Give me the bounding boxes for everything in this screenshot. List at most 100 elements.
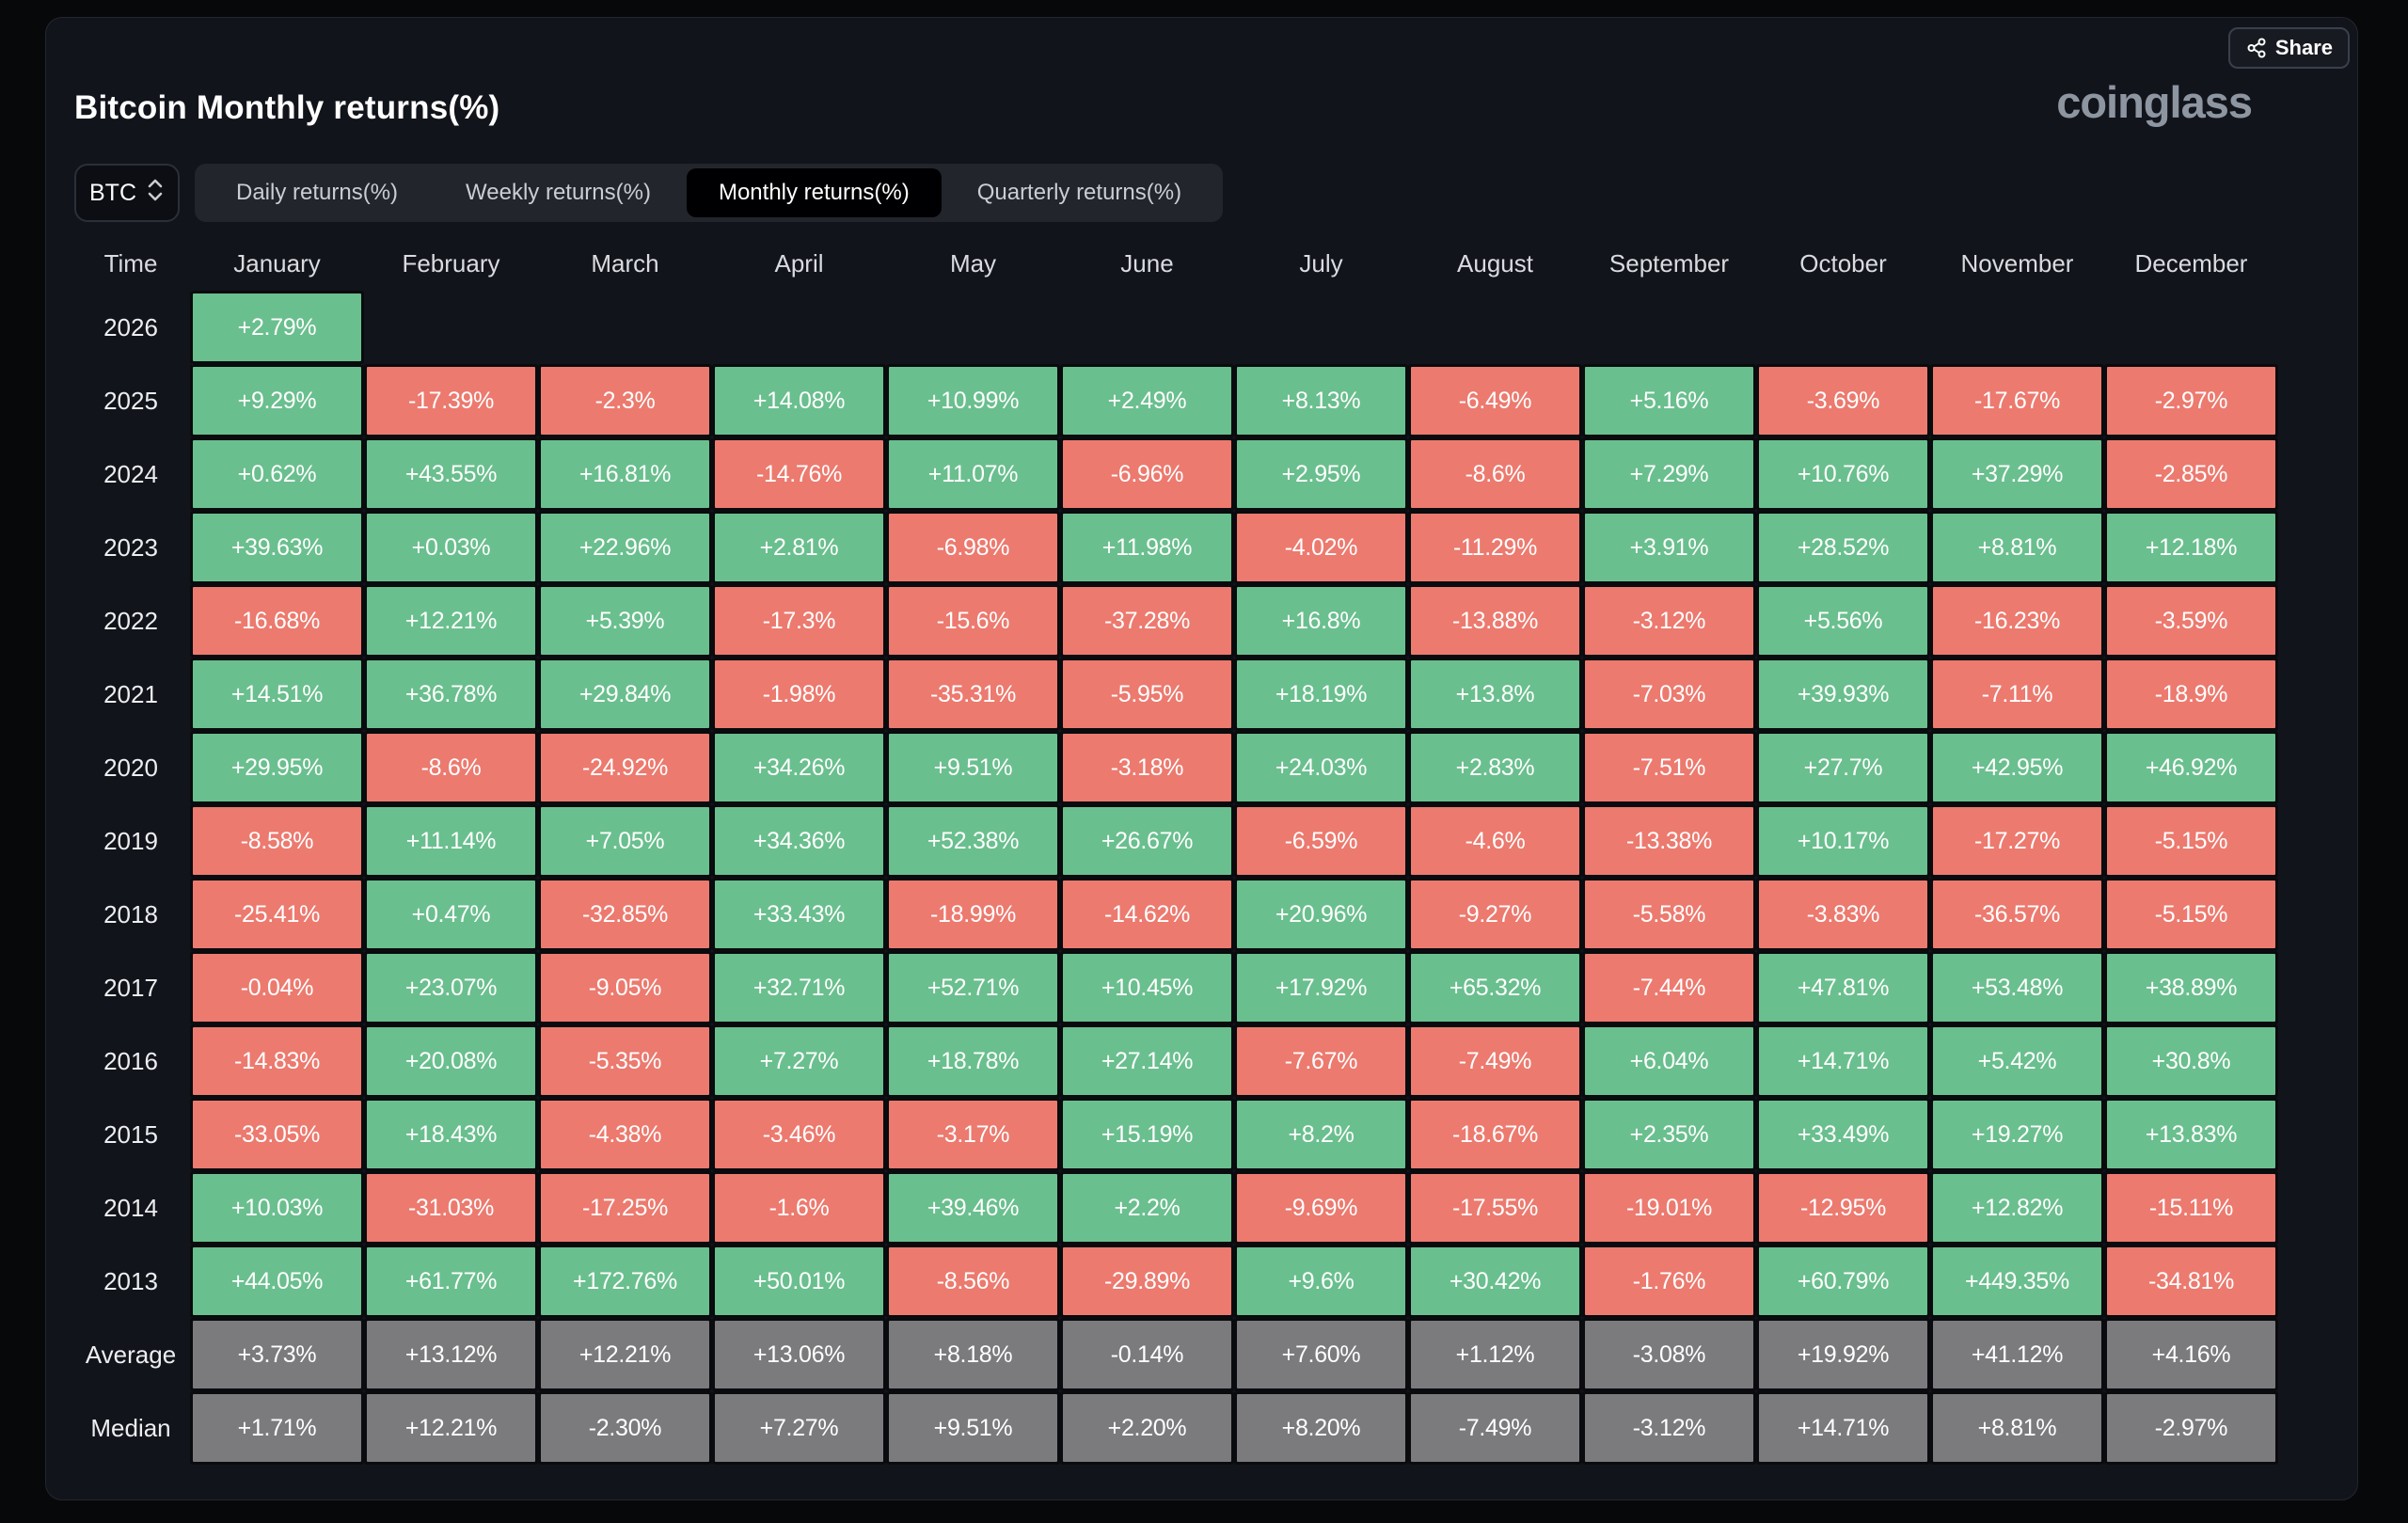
return-cell-2019-june: +26.67% (1063, 807, 1231, 875)
share-button[interactable]: Share (2227, 27, 2350, 69)
return-cell-2026-august (1411, 293, 1579, 361)
return-cell-2019-march: +7.05% (541, 807, 709, 875)
return-cell-2026-june (1063, 293, 1231, 361)
return-cell-2024-january: +0.62% (193, 440, 361, 508)
return-cell-2021-may: -35.31% (889, 660, 1057, 728)
return-cell-2025-june: +2.49% (1063, 367, 1231, 435)
tab-monthly[interactable]: Monthly returns(%) (686, 168, 942, 217)
return-cell-2023-october: +28.52% (1759, 514, 1927, 581)
return-cell-2017-july: +17.92% (1237, 954, 1405, 1022)
return-cell-2022-april: -17.3% (715, 587, 883, 655)
row-label-2023: 2023 (103, 532, 158, 562)
return-cell-2014-may: +39.46% (889, 1174, 1057, 1242)
share-button-label: Share (2274, 36, 2333, 59)
return-cell-2014-october: -12.95% (1759, 1174, 1927, 1242)
coin-selector[interactable]: BTC (74, 164, 180, 222)
return-cell-2013-july: +9.6% (1237, 1247, 1405, 1315)
return-cell-2026-february (367, 293, 535, 361)
return-cell-2019-october: +10.17% (1759, 807, 1927, 875)
return-cell-2020-september: -7.51% (1585, 734, 1753, 801)
return-cell-2015-march: -4.38% (541, 1101, 709, 1168)
return-cell-2015-august: -18.67% (1411, 1101, 1579, 1168)
return-cell-2023-april: +2.81% (715, 514, 883, 581)
return-cell-2023-august: -11.29% (1411, 514, 1579, 581)
column-header-october: October (1799, 248, 1887, 278)
return-cell-2023-december: +12.18% (2107, 514, 2275, 581)
return-cell-2016-march: -5.35% (541, 1027, 709, 1095)
column-header-july: July (1299, 248, 1343, 278)
column-header-september: September (1608, 248, 1730, 278)
row-label-2019: 2019 (103, 826, 158, 855)
return-cell-2020-june: -3.18% (1063, 734, 1231, 801)
return-cell-median-august: -7.49% (1411, 1394, 1579, 1462)
monthly-returns-card: Share Bitcoin Monthly returns(%) coingla… (45, 17, 2358, 1500)
return-cell-2015-october: +33.49% (1759, 1101, 1927, 1168)
return-cell-2025-may: +10.99% (889, 367, 1057, 435)
return-cell-2024-march: +16.81% (541, 440, 709, 508)
return-cell-2017-march: -9.05% (541, 954, 709, 1022)
return-cell-2013-december: -34.81% (2107, 1247, 2275, 1315)
return-cell-average-april: +13.06% (715, 1321, 883, 1388)
return-cell-median-january: +1.71% (193, 1394, 361, 1462)
return-cell-2025-february: -17.39% (367, 367, 535, 435)
return-cell-2019-may: +52.38% (889, 807, 1057, 875)
return-cell-2026-september (1585, 293, 1753, 361)
return-cell-2025-december: -2.97% (2107, 367, 2275, 435)
return-cell-2025-november: -17.67% (1933, 367, 2101, 435)
column-header-february: February (402, 248, 500, 278)
return-cell-2023-november: +8.81% (1933, 514, 2101, 581)
return-cell-2018-december: -5.15% (2107, 880, 2275, 948)
return-cell-2022-june: -37.28% (1063, 587, 1231, 655)
return-cell-average-october: +19.92% (1759, 1321, 1927, 1388)
row-label-2018: 2018 (103, 899, 158, 928)
return-cell-2015-july: +8.2% (1237, 1101, 1405, 1168)
return-cell-2016-august: -7.49% (1411, 1027, 1579, 1095)
return-cell-average-july: +7.60% (1237, 1321, 1405, 1388)
return-cell-2024-september: +7.29% (1585, 440, 1753, 508)
return-cell-2026-april (715, 293, 883, 361)
return-cell-median-may: +9.51% (889, 1394, 1057, 1462)
return-cell-2017-january: -0.04% (193, 954, 361, 1022)
return-cell-2021-february: +36.78% (367, 660, 535, 728)
return-cell-2024-may: +11.07% (889, 440, 1057, 508)
return-cell-2022-march: +5.39% (541, 587, 709, 655)
return-cell-2021-june: -5.95% (1063, 660, 1231, 728)
return-cell-2021-january: +14.51% (193, 660, 361, 728)
controls-bar: BTC Daily returns(%) Weekly returns(%) Mon… (74, 164, 1224, 222)
return-cell-2025-september: +5.16% (1585, 367, 1753, 435)
return-cell-average-march: +12.21% (541, 1321, 709, 1388)
return-cell-2021-december: -18.9% (2107, 660, 2275, 728)
return-cell-2024-february: +43.55% (367, 440, 535, 508)
column-header-august: August (1457, 248, 1533, 278)
updown-chevron-icon (146, 178, 165, 209)
tab-daily[interactable]: Daily returns(%) (204, 168, 430, 217)
return-cell-2021-march: +29.84% (541, 660, 709, 728)
return-cell-2016-november: +5.42% (1933, 1027, 2101, 1095)
return-cell-2014-january: +10.03% (193, 1174, 361, 1242)
return-cell-2018-january: -25.41% (193, 880, 361, 948)
return-cell-median-march: -2.30% (541, 1394, 709, 1462)
return-cell-2026-october (1759, 293, 1927, 361)
tab-weekly[interactable]: Weekly returns(%) (434, 168, 683, 217)
return-cell-median-june: +2.20% (1063, 1394, 1231, 1462)
tab-quarterly[interactable]: Quarterly returns(%) (945, 168, 1213, 217)
return-cell-2016-may: +18.78% (889, 1027, 1057, 1095)
return-cell-2023-september: +3.91% (1585, 514, 1753, 581)
return-cell-average-november: +41.12% (1933, 1321, 2101, 1388)
return-cell-2017-april: +32.71% (715, 954, 883, 1022)
coinglass-logo: coinglass (2056, 77, 2253, 127)
coin-selector-value: BTC (89, 179, 136, 206)
return-cell-2016-october: +14.71% (1759, 1027, 1927, 1095)
column-header-march: March (591, 248, 659, 278)
column-header-time: Time (103, 248, 158, 278)
return-cell-2023-july: -4.02% (1237, 514, 1405, 581)
return-cell-2015-february: +18.43% (367, 1101, 535, 1168)
return-cell-average-january: +3.73% (193, 1321, 361, 1388)
return-cell-2026-january: +2.79% (192, 293, 362, 367)
return-cell-average-february: +13.12% (367, 1321, 535, 1388)
column-header-january: January (233, 248, 321, 278)
return-cell-2014-november: +12.82% (1933, 1174, 2101, 1242)
return-cell-2016-february: +20.08% (367, 1027, 535, 1095)
return-cell-2022-july: +16.8% (1237, 587, 1405, 655)
return-cell-2017-may: +52.71% (889, 954, 1057, 1022)
